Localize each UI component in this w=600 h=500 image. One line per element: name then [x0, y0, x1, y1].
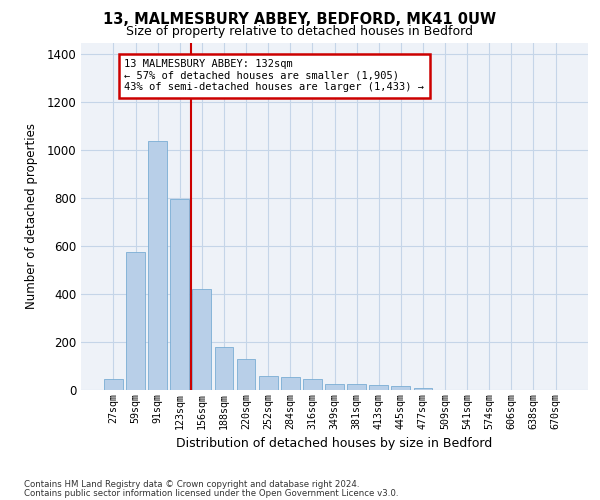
- Text: Contains public sector information licensed under the Open Government Licence v3: Contains public sector information licen…: [24, 489, 398, 498]
- Bar: [193, 290, 211, 390]
- Bar: [104, 379, 123, 390]
- Bar: [259, 376, 278, 390]
- Bar: [215, 347, 233, 390]
- Text: Size of property relative to detached houses in Bedford: Size of property relative to detached ho…: [127, 25, 473, 38]
- Bar: [413, 388, 433, 390]
- Text: 13 MALMESBURY ABBEY: 132sqm
← 57% of detached houses are smaller (1,905)
43% of : 13 MALMESBURY ABBEY: 132sqm ← 57% of det…: [124, 60, 424, 92]
- X-axis label: Distribution of detached houses by size in Bedford: Distribution of detached houses by size …: [176, 437, 493, 450]
- Bar: [170, 200, 189, 390]
- Bar: [236, 359, 256, 390]
- Bar: [303, 379, 322, 390]
- Bar: [370, 385, 388, 390]
- Bar: [325, 384, 344, 390]
- Text: Contains HM Land Registry data © Crown copyright and database right 2024.: Contains HM Land Registry data © Crown c…: [24, 480, 359, 489]
- Bar: [126, 252, 145, 390]
- Bar: [347, 384, 366, 390]
- Bar: [391, 386, 410, 390]
- Bar: [148, 141, 167, 390]
- Text: 13, MALMESBURY ABBEY, BEDFORD, MK41 0UW: 13, MALMESBURY ABBEY, BEDFORD, MK41 0UW: [103, 12, 497, 28]
- Bar: [281, 377, 299, 390]
- Y-axis label: Number of detached properties: Number of detached properties: [25, 123, 38, 309]
